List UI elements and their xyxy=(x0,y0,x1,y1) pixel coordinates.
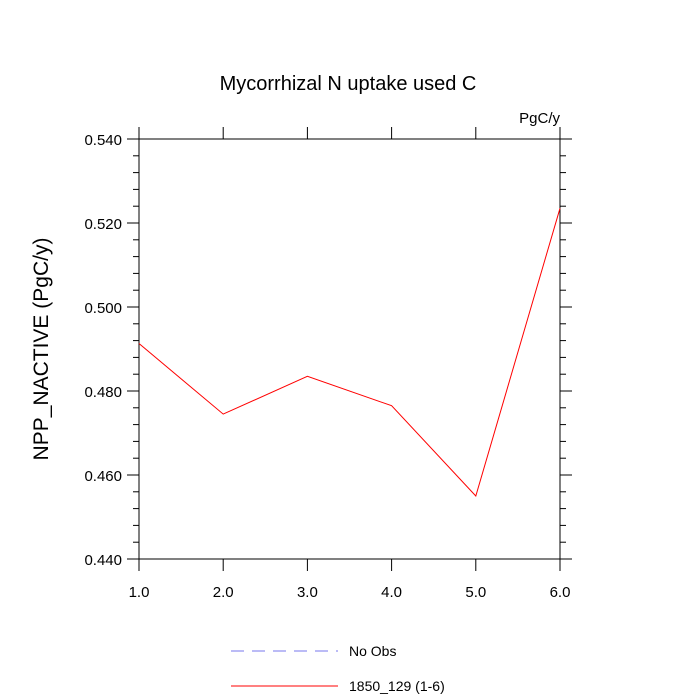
x-tick-label: 1.0 xyxy=(129,584,150,601)
y-tick-label: 0.540 xyxy=(84,132,122,149)
y-tick-label: 0.480 xyxy=(84,384,122,401)
y-tick-label: 0.440 xyxy=(84,552,122,569)
x-tick-label: 3.0 xyxy=(297,584,318,601)
series-line xyxy=(138,208,561,497)
series-group xyxy=(138,208,561,497)
legend-label-no-obs: No Obs xyxy=(349,643,396,659)
legend: No Obs 1850_129 (1-6) xyxy=(231,643,445,694)
y-axis-label: NPP_NACTIVE (PgC/y) xyxy=(30,238,53,461)
y-tick-label: 0.520 xyxy=(84,216,122,233)
y-tick-labels: 0.440 0.460 0.480 0.500 0.520 0.540 xyxy=(84,132,122,569)
units-label: PgC/y xyxy=(519,110,560,127)
plot-frame xyxy=(138,138,561,560)
x-tick-label: 5.0 xyxy=(465,584,486,601)
chart-title: Mycorrhizal N uptake used C xyxy=(220,73,477,95)
x-tick-label: 4.0 xyxy=(381,584,402,601)
x-tick-labels: 1.0 2.0 3.0 4.0 5.0 6.0 xyxy=(129,584,571,601)
legend-label-series: 1850_129 (1-6) xyxy=(349,678,445,694)
y-tick-label: 0.500 xyxy=(84,300,122,317)
x-tick-label: 2.0 xyxy=(213,584,234,601)
axis-ticks xyxy=(127,127,572,571)
y-tick-label: 0.460 xyxy=(84,468,122,485)
x-tick-label: 6.0 xyxy=(550,584,571,601)
